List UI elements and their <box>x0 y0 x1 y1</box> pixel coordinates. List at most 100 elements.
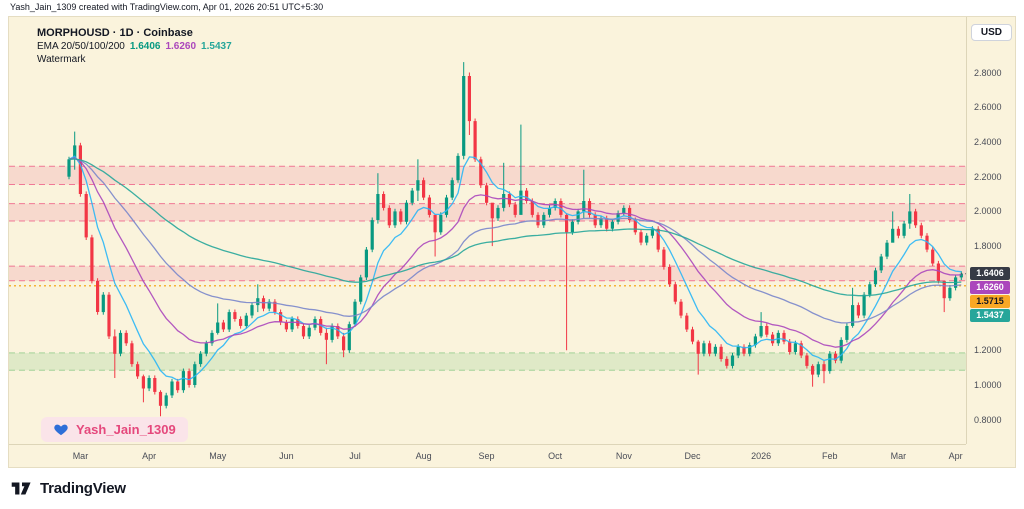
candle <box>811 365 815 375</box>
tradingview-footer: TradingView <box>10 479 126 498</box>
ema-value: 1.5437 <box>201 41 232 52</box>
candle <box>433 214 437 233</box>
candle <box>862 294 866 316</box>
candle <box>479 159 483 186</box>
share-caption: Yash_Jain_1309 created with TradingView.… <box>10 2 324 12</box>
tradingview-logo-icon <box>11 482 31 495</box>
candle <box>301 326 306 337</box>
candle <box>261 298 266 309</box>
candle <box>84 194 88 238</box>
candle <box>530 201 534 215</box>
candle <box>250 305 254 316</box>
price-tick-label: 1.0000 <box>974 379 1002 390</box>
candle <box>879 256 883 271</box>
candle <box>176 381 180 391</box>
candle <box>96 280 100 312</box>
candle <box>78 145 82 194</box>
time-tick-label: Feb <box>821 451 838 461</box>
candle <box>948 287 952 299</box>
candle <box>782 332 786 342</box>
candle <box>565 214 569 233</box>
ema-line-20 <box>68 155 962 381</box>
candle <box>536 214 540 226</box>
candle <box>353 301 357 325</box>
candle <box>90 237 94 281</box>
ema-value: 1.6406 <box>129 41 161 52</box>
candle <box>719 346 723 359</box>
candle <box>450 180 454 198</box>
blue-heart-icon <box>54 424 68 436</box>
candle <box>788 341 792 352</box>
time-tick-label: May <box>209 451 227 461</box>
candle <box>576 211 580 222</box>
candle <box>593 214 597 226</box>
price-zone <box>9 166 966 185</box>
candle <box>141 376 145 389</box>
candle <box>851 305 855 326</box>
candle <box>473 121 477 160</box>
candle <box>439 214 443 233</box>
candle <box>587 201 592 215</box>
candle <box>891 228 895 243</box>
candle <box>158 391 163 406</box>
candle <box>239 319 243 326</box>
price-axis: 2.80002.60002.40002.20002.00001.80001.40… <box>966 17 1016 444</box>
candle <box>936 263 940 281</box>
candle <box>193 364 197 385</box>
candle <box>113 336 117 354</box>
candle <box>736 346 740 356</box>
candle <box>931 249 935 264</box>
candle <box>759 326 763 337</box>
candle <box>959 273 963 278</box>
candle <box>582 201 586 212</box>
candle <box>170 381 174 396</box>
candle <box>382 194 386 208</box>
candle <box>845 326 849 340</box>
candle <box>725 358 729 366</box>
candle <box>153 378 157 392</box>
candle <box>828 353 832 372</box>
candle <box>187 371 191 385</box>
candle <box>181 371 185 391</box>
candle <box>204 343 208 354</box>
chart-legend: MORPHOUSD · 1D · Coinbase EMA 20/50/100/… <box>37 26 232 66</box>
candle <box>279 312 283 323</box>
candle <box>633 220 637 233</box>
candle <box>399 211 403 222</box>
candle <box>416 180 420 191</box>
candle <box>410 190 414 203</box>
candle <box>748 345 752 354</box>
candle <box>599 218 603 226</box>
candle <box>902 223 906 236</box>
candle <box>610 221 614 229</box>
candle <box>290 319 294 330</box>
time-axis: Mar Apr May Jun Jul Aug Sep Oct Nov Dec 2026 Feb Mar… <box>9 444 966 468</box>
time-tick-label: Oct <box>548 451 563 461</box>
candle <box>742 346 746 354</box>
ema-line-50 <box>68 157 962 348</box>
currency-usd-button[interactable]: USD <box>970 24 1012 41</box>
candle <box>605 218 609 229</box>
candle <box>307 327 311 337</box>
candle <box>124 332 128 344</box>
candle <box>199 353 203 365</box>
candle <box>107 294 111 337</box>
time-tick-label: Mar <box>72 451 89 461</box>
candle <box>347 324 351 351</box>
candlestick-chart <box>9 62 966 417</box>
candle <box>702 343 706 354</box>
tradingview-logo-text: TradingView <box>40 480 126 497</box>
candle <box>387 207 391 226</box>
price-tick-label: 2.6000 <box>974 102 1002 113</box>
price-tick-label: 2.0000 <box>974 206 1002 217</box>
candle <box>164 395 168 406</box>
candle <box>668 267 672 285</box>
candle <box>490 202 494 219</box>
price-label-ema-200: 1.5437 <box>970 308 1010 322</box>
price-label-horizontal-line: 1.5715 <box>970 294 1010 308</box>
candle <box>771 334 775 344</box>
candle <box>467 76 471 122</box>
candle <box>873 270 878 285</box>
time-tick-label: Aug <box>415 451 432 461</box>
